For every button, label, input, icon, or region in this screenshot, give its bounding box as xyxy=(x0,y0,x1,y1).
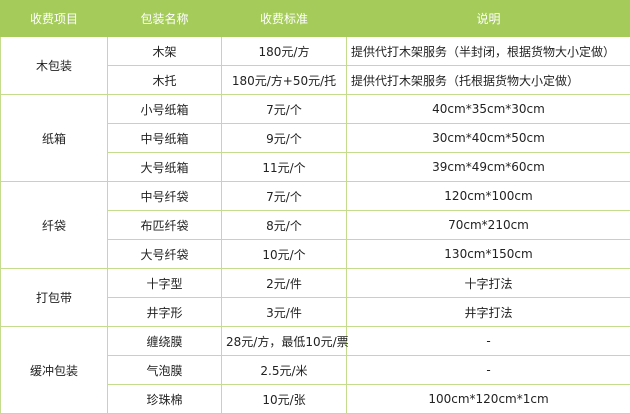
package-name-cell: 十字型 xyxy=(108,269,222,298)
package-name-cell: 中号纸箱 xyxy=(108,124,222,153)
category-cell: 缓冲包装 xyxy=(1,327,108,414)
package-name-cell: 中号纤袋 xyxy=(108,182,222,211)
description-cell: 120cm*100cm xyxy=(347,182,630,211)
header-description: 说明 xyxy=(347,1,630,37)
package-name-cell: 小号纸箱 xyxy=(108,95,222,124)
description-cell: - xyxy=(347,356,630,385)
description-cell: 30cm*40cm*50cm xyxy=(347,124,630,153)
description-cell: 70cm*210cm xyxy=(347,211,630,240)
price-cell: 180元/方 xyxy=(222,37,347,66)
price-cell: 10元/张 xyxy=(222,385,347,414)
price-cell: 11元/个 xyxy=(222,153,347,182)
category-cell: 木包装 xyxy=(1,37,108,95)
description-cell: - xyxy=(347,327,630,356)
category-cell: 纸箱 xyxy=(1,95,108,182)
price-cell: 180元/方+50元/托 xyxy=(222,66,347,95)
description-cell: 十字打法 xyxy=(347,269,630,298)
table-header-row: 收费项目 包装名称 收费标准 说明 xyxy=(1,1,630,37)
category-cell: 纤袋 xyxy=(1,182,108,269)
description-cell: 39cm*49cm*60cm xyxy=(347,153,630,182)
description-cell: 提供代打木架服务（半封闭，根据货物大小定做） xyxy=(347,37,630,66)
price-cell: 2元/件 xyxy=(222,269,347,298)
price-cell: 7元/个 xyxy=(222,182,347,211)
package-name-cell: 缠绕膜 xyxy=(108,327,222,356)
package-name-cell: 布匹纤袋 xyxy=(108,211,222,240)
package-name-cell: 气泡膜 xyxy=(108,356,222,385)
description-cell: 100cm*120cm*1cm xyxy=(347,385,630,414)
price-cell: 8元/个 xyxy=(222,211,347,240)
header-price: 收费标准 xyxy=(222,1,347,37)
header-package-name: 包装名称 xyxy=(108,1,222,37)
price-cell: 7元/个 xyxy=(222,95,347,124)
header-category: 收费项目 xyxy=(1,1,108,37)
package-name-cell: 大号纤袋 xyxy=(108,240,222,269)
price-cell: 2.5元/米 xyxy=(222,356,347,385)
description-cell: 40cm*35cm*30cm xyxy=(347,95,630,124)
price-cell: 28元/方，最低10元/票 xyxy=(222,327,347,356)
description-cell: 井字打法 xyxy=(347,298,630,327)
description-cell: 130cm*150cm xyxy=(347,240,630,269)
price-cell: 3元/件 xyxy=(222,298,347,327)
price-cell: 9元/个 xyxy=(222,124,347,153)
package-name-cell: 珍珠棉 xyxy=(108,385,222,414)
package-name-cell: 井字形 xyxy=(108,298,222,327)
package-name-cell: 木架 xyxy=(108,37,222,66)
description-cell: 提供代打木架服务（托根据货物大小定做） xyxy=(347,66,630,95)
package-name-cell: 木托 xyxy=(108,66,222,95)
category-cell: 打包带 xyxy=(1,269,108,327)
price-cell: 10元/个 xyxy=(222,240,347,269)
package-name-cell: 大号纸箱 xyxy=(108,153,222,182)
